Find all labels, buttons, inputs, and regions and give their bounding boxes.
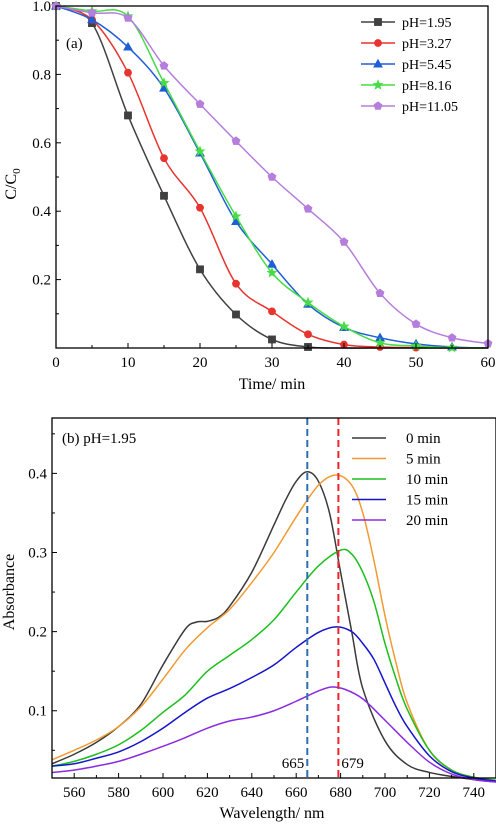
chart-a-x-axis-label: Time/ min — [239, 376, 306, 393]
chart-a-axes: 0 10 20 30 40 50 60 0.2 0.4 0.6 0.8 1.0 — [32, 0, 495, 371]
chart-a-y-tick-label: 0.8 — [32, 67, 51, 83]
chart-a-data-point — [158, 77, 170, 88]
chart-b-x-tick-label: 580 — [107, 785, 130, 801]
chart-a-data-point — [196, 203, 204, 212]
chart-a-data-point — [411, 319, 421, 328]
chart-b-x-tick-label: 740 — [463, 785, 486, 801]
chart-a-series-layer — [50, 0, 493, 353]
chart-a-legend-marker — [374, 18, 382, 26]
chart-a-x-tick-label: 10 — [121, 355, 136, 371]
chart-a-data-point — [374, 337, 386, 348]
chart-a-data-point — [160, 154, 168, 163]
chart-a-legend-marker — [374, 39, 382, 47]
chart-a-legend: pH=1.95 pH=3.27 pH=5.45 pH=8.16 pH=11.05 — [361, 16, 458, 115]
chart-a-y-tick-label: 0.6 — [32, 136, 51, 152]
chart-b-x-tick-label: 560 — [63, 785, 86, 801]
chart-b-x-tick-label: 660 — [285, 785, 308, 801]
chart-a-data-point — [268, 307, 276, 316]
chart-a-legend-label: pH=11.05 — [402, 100, 458, 115]
chart-a-data-point — [230, 210, 242, 222]
chart-a-data-point — [266, 266, 278, 278]
chart-b-legend-label: 15 min — [406, 493, 449, 509]
chart-a-y-axis-label-sub: 0 — [11, 168, 23, 174]
chart-a-panel-label: (a) — [66, 36, 83, 52]
chart-a-data-point — [160, 191, 168, 200]
chart-b-y-axis-label: Absorbance — [1, 554, 18, 630]
chart-a-x-tick-label: 30 — [265, 355, 280, 371]
chart-b-legend-label: 0 min — [406, 431, 441, 447]
chart-b-x-tick-label: 680 — [329, 785, 352, 801]
chart-b-x-axis-label: Wavelength/ nm — [220, 805, 325, 822]
chart-b-reference-label: 665 — [282, 756, 305, 772]
chart-a-legend-marker — [372, 79, 384, 90]
chart-a-x-tick-label: 20 — [193, 355, 208, 371]
chart-a-legend-label: pH=8.16 — [402, 79, 452, 94]
chart-a-data-point — [268, 335, 276, 344]
chart-b-y-tick-label: 0.1 — [28, 704, 47, 720]
chart-a-data-point — [195, 99, 205, 108]
chart-b-spectrum-line — [51, 686, 496, 783]
chart-a-data-point — [123, 41, 133, 51]
chart-a-data-point — [447, 333, 457, 342]
chart-a-y-tick-label: 0.4 — [32, 204, 51, 220]
chart-a-legend-label: pH=1.95 — [402, 16, 452, 31]
chart-a-legend-label: pH=5.45 — [402, 58, 452, 73]
chart-b-legend-label: 10 min — [406, 472, 449, 488]
chart-b-panel-label: (b) pH=1.95 — [62, 431, 136, 447]
chart-a-data-point — [232, 279, 240, 288]
chart-b: 665 679 560 580 600 620 640 660 680 700 720 740 0.1… — [1, 417, 496, 822]
chart-b-axes: 560 580 600 620 640 660 680 700 720 740 0.1 0.2 0.3 0… — [28, 433, 486, 801]
chart-a-legend-label: pH=3.27 — [402, 37, 452, 52]
chart-a-x-tick-label: 0 — [52, 355, 60, 371]
chart-a-y-axis-label: C/C0 — [3, 168, 23, 200]
chart-a-data-point — [267, 172, 277, 181]
chart-a-data-point — [194, 145, 206, 157]
chart-a: 0 10 20 30 40 50 60 0.2 0.4 0.6 0.8 1.0 (a) Time/ m… — [3, 0, 496, 393]
chart-a-data-point — [303, 204, 313, 213]
chart-a-data-point — [196, 265, 204, 274]
chart-a-x-tick-label: 50 — [409, 355, 424, 371]
chart-a-x-tick-label: 60 — [481, 355, 496, 371]
chart-a-data-point — [159, 61, 169, 70]
chart-b-y-tick-label: 0.2 — [28, 625, 47, 641]
chart-b-reference-label: 679 — [341, 756, 364, 772]
chart-b-x-tick-label: 720 — [418, 785, 441, 801]
chart-b-y-tick-label: 0.4 — [28, 466, 47, 482]
chart-a-data-point — [124, 111, 132, 120]
chart-a-data-point — [304, 330, 312, 339]
chart-b-series-layer: 665 679 — [51, 418, 496, 783]
chart-a-data-point — [87, 8, 97, 17]
chart-a-data-point — [87, 14, 97, 24]
chart-a-data-point — [231, 136, 241, 145]
chart-b-legend: 0 min 5 min 10 min 15 min 20 min — [352, 431, 449, 529]
chart-a-data-point — [124, 68, 132, 77]
chart-b-spectrum-line — [51, 626, 496, 782]
chart-b-x-tick-label: 600 — [152, 785, 175, 801]
chart-a-y-tick-label: 1.0 — [32, 0, 51, 15]
chart-a-data-point — [339, 237, 349, 246]
chart-b-legend-label: 5 min — [406, 452, 441, 468]
chart-a-x-tick-label: 40 — [337, 355, 352, 371]
chart-a-data-point — [338, 320, 350, 332]
chart-b-x-tick-label: 700 — [374, 785, 397, 801]
chart-a-legend-marker — [373, 101, 383, 110]
chart-a-data-point — [375, 288, 385, 298]
chart-a-y-tick-label: 0.2 — [32, 273, 51, 289]
chart-a-data-point — [232, 310, 240, 319]
chart-b-legend-label: 20 min — [406, 513, 449, 529]
chart-b-x-tick-label: 620 — [196, 785, 219, 801]
chart-b-x-tick-label: 640 — [241, 785, 264, 801]
chart-a-legend-marker — [373, 58, 383, 68]
chart-b-spectrum-line — [51, 471, 496, 783]
chart-b-y-tick-label: 0.3 — [28, 546, 47, 562]
chart-a-data-point — [302, 296, 314, 308]
chart-a-y-axis-label-main: C/C — [3, 174, 20, 200]
chart-a-data-point — [123, 13, 133, 22]
